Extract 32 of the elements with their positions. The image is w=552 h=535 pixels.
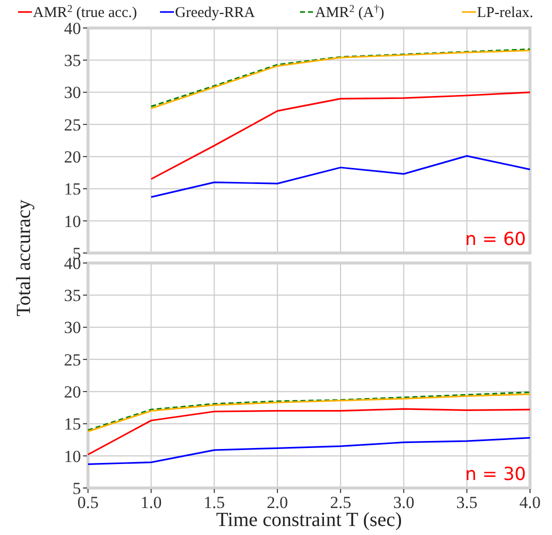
line-series [87,437,531,466]
y-tick-label: 35 [64,286,81,306]
annotation: n = 30 [465,464,526,485]
legend-label: AMR$^{2}$ (A$^{†}$) [315,4,384,21]
y-tick-label: 10 [64,212,81,231]
y-tick-label: 20 [64,382,81,402]
x-axis-title: Time constraint T (sec) [216,509,402,531]
x-tick-label: 2.5 [330,493,352,512]
line-series [150,91,531,180]
y-tick-label: 25 [64,115,81,134]
y-tick-label: 25 [64,350,81,370]
legend-label: Greedy-RRA [175,5,256,21]
y-tick-label: 35 [64,51,81,70]
y-axis-title: Total accuracy [13,200,35,316]
y-tick-label: 30 [64,318,81,338]
x-tick-label: 2.0 [266,493,288,512]
y-tick-label: 15 [64,180,81,199]
line-series [150,155,531,198]
y-tick-label: 30 [64,83,81,102]
x-tick-label: 1.5 [204,493,225,512]
y-tick-label: 15 [64,414,81,434]
x-tick-label: 3.5 [456,493,478,512]
y-tick-label: 40 [64,18,81,38]
legend-label: LP-relax. [477,5,534,21]
x-tick-label: 4.0 [519,493,541,512]
x-tick-label: 1.0 [140,493,162,512]
y-tick-label: 10 [64,446,81,466]
y-tick-label: 20 [64,148,81,167]
x-tick-label: 3.0 [393,493,414,512]
annotation: n = 60 [465,229,526,250]
line-series [87,408,531,456]
legend-label: AMR$^{2}$ (true acc.) [33,4,137,21]
